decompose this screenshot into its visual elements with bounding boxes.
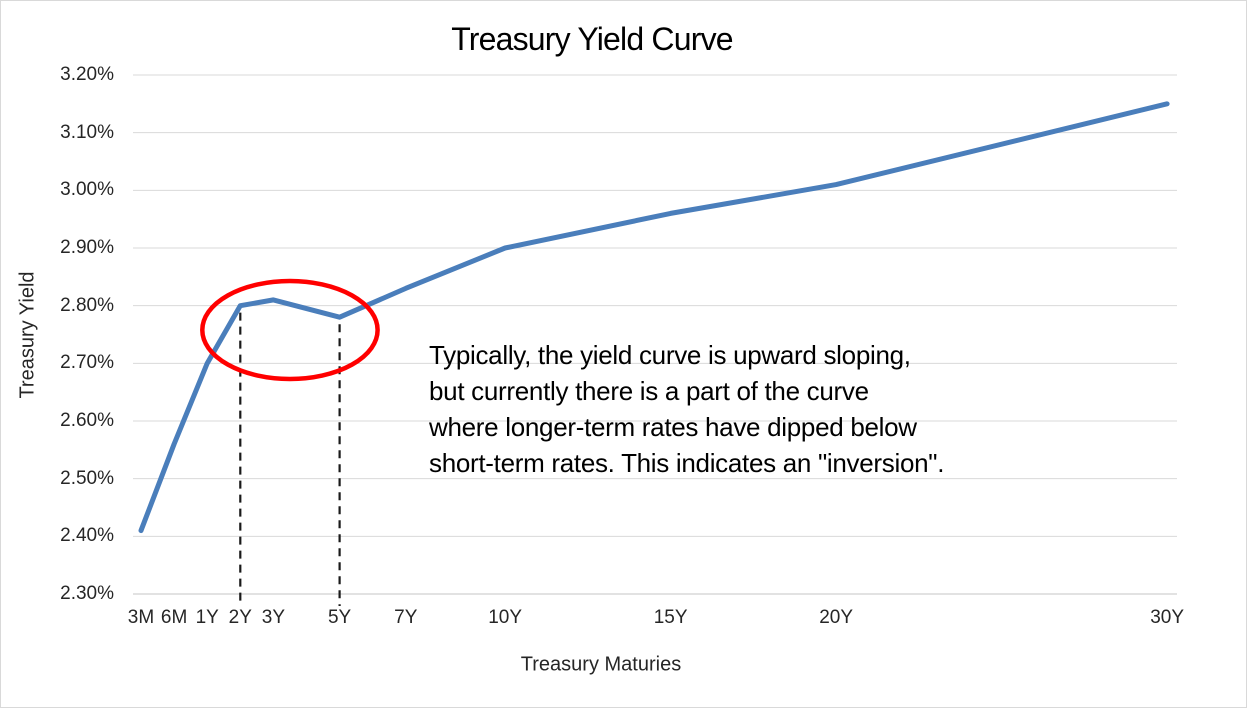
x-tick-label: 3Y bbox=[261, 607, 286, 628]
x-tick-label: 3M bbox=[127, 607, 155, 628]
x-tick-label: 6M bbox=[160, 607, 188, 628]
y-tick-label: 3.10% bbox=[60, 121, 114, 143]
annotation-line-4: short-term rates. This indicates an "inv… bbox=[429, 448, 945, 478]
y-tick-label: 2.50% bbox=[60, 467, 114, 489]
y-tick-label: 2.90% bbox=[60, 237, 114, 258]
y-tick-label: 3.20% bbox=[60, 64, 114, 85]
x-tick-label: 5Y bbox=[327, 607, 352, 628]
annotation-line-1: Typically, the yield curve is upward slo… bbox=[429, 340, 911, 370]
x-tick-label: 7Y bbox=[394, 607, 418, 628]
annotation-line-3: where longer-term rates have dipped belo… bbox=[429, 412, 917, 442]
inversion-highlight-ellipse bbox=[200, 278, 380, 382]
x-tick-label: 15Y bbox=[653, 607, 688, 628]
x-tick-label: 20Y bbox=[819, 607, 853, 628]
chart-title: Treasury Yield Curve bbox=[451, 21, 733, 57]
y-tick-label: 2.30% bbox=[60, 583, 114, 604]
inversion-annotation-text: Typically, the yield curve is upward slo… bbox=[429, 337, 944, 481]
yield-curve-line bbox=[138, 101, 1170, 534]
x-axis-title: Treasury Maturies bbox=[520, 653, 682, 676]
y-tick-label: 2.60% bbox=[60, 410, 114, 431]
x-tick-label: 1Y bbox=[195, 607, 219, 628]
x-tick-label: 2Y bbox=[228, 607, 252, 628]
annotation-line-2: but currently there is a part of the cur… bbox=[429, 376, 869, 406]
x-tick-label: 10Y bbox=[488, 607, 522, 628]
x-tick-label: 30Y bbox=[1150, 607, 1184, 628]
y-tick-label: 2.80% bbox=[60, 294, 114, 316]
y-tick-label: 3.00% bbox=[60, 179, 114, 201]
y-axis-title: Treasury Yield bbox=[16, 271, 39, 399]
y-tick-label: 2.70% bbox=[60, 352, 114, 374]
y-tick-label: 2.40% bbox=[60, 525, 114, 547]
